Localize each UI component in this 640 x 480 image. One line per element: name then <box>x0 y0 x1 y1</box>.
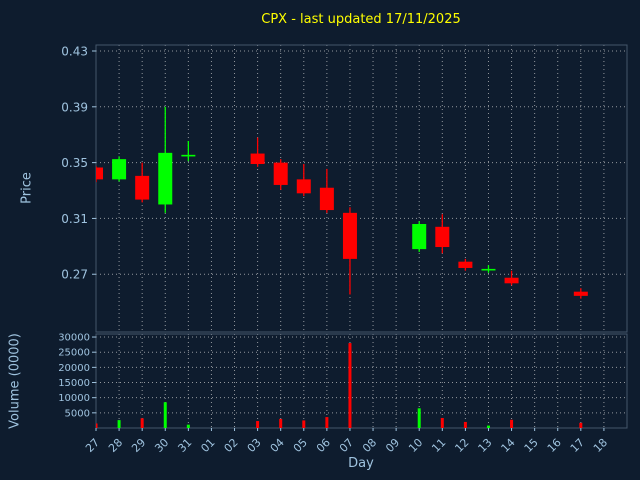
candlestick-series <box>96 106 588 299</box>
price-tick-label: 0.43 <box>61 44 88 58</box>
candle-body <box>435 226 450 248</box>
volume-bar <box>96 423 98 428</box>
volume-tick-label: 5000 <box>65 408 90 419</box>
volume-bar <box>463 421 467 428</box>
candle-body <box>504 277 519 284</box>
volume-series <box>96 343 583 428</box>
x-tick-label: 12 <box>452 436 471 455</box>
volume-bar <box>302 420 306 428</box>
volume-bar <box>163 402 167 428</box>
x-tick-label: 13 <box>476 436 495 455</box>
volume-bar <box>579 422 583 428</box>
x-tick-label: 28 <box>106 436 125 455</box>
candle-body <box>181 154 196 157</box>
candle-body <box>573 291 588 296</box>
x-tick-label: 17 <box>568 436 587 455</box>
x-tick-label: 07 <box>337 436 356 455</box>
volume-panel-frame <box>95 333 628 429</box>
price-tick-label: 0.27 <box>61 268 88 282</box>
grid-lines <box>95 45 627 428</box>
candle-body <box>273 162 288 185</box>
volume-axis-label: Volume (0000) <box>7 333 23 429</box>
candle-body <box>458 261 473 268</box>
x-tick-label: 16 <box>545 436 564 455</box>
x-tick-label: 08 <box>360 436 379 455</box>
price-tick-label: 0.31 <box>61 212 88 226</box>
volume-bar <box>510 419 514 428</box>
x-tick-label: 03 <box>245 436 264 455</box>
x-tick-label: 31 <box>175 436 194 455</box>
volume-bar <box>279 418 283 428</box>
axis-ticks: 0.43 0.39 0.35 0.31 0.27 30000 25000 20000 15000… <box>58 44 610 455</box>
x-tick-label: 10 <box>406 436 425 455</box>
volume-bar <box>348 343 352 428</box>
candle-body <box>250 153 265 165</box>
candle-body <box>158 152 173 205</box>
volume-bar <box>117 420 121 428</box>
volume-bar <box>186 424 190 428</box>
candle-body <box>481 268 496 271</box>
x-tick-label: 01 <box>198 436 217 455</box>
volume-tick-label: 30000 <box>58 333 90 344</box>
price-tick-label: 0.35 <box>61 156 88 170</box>
x-tick-label: 02 <box>222 436 241 455</box>
price-tick-label: 0.39 <box>61 100 88 114</box>
volume-bar <box>140 418 144 428</box>
x-tick-label: 30 <box>152 436 171 455</box>
candle-body <box>319 187 334 211</box>
volume-bar <box>325 417 329 428</box>
volume-bar <box>486 425 490 428</box>
volume-tick-label: 15000 <box>58 378 90 389</box>
candle-body <box>96 167 103 180</box>
volume-tick-label: 25000 <box>58 348 90 359</box>
candle-body <box>112 159 127 180</box>
x-tick-label: 29 <box>129 436 148 455</box>
candle-body <box>342 212 357 259</box>
x-tick-label: 15 <box>522 436 541 455</box>
volume-tick-label: 20000 <box>58 363 90 374</box>
candle-body <box>296 179 311 194</box>
x-tick-label: 11 <box>429 436 448 455</box>
candle-body <box>412 224 427 250</box>
price-panel-frame <box>95 44 628 333</box>
x-axis-label: Day <box>348 456 374 471</box>
x-tick-label: 09 <box>383 436 402 455</box>
volume-tick-label: 10000 <box>58 393 90 404</box>
x-tick-label: 06 <box>314 436 333 455</box>
volume-bar <box>256 421 260 428</box>
volume-bar <box>417 408 421 428</box>
chart-title: CPX - last updated 17/11/2025 <box>261 12 461 27</box>
candle-body <box>135 175 150 200</box>
price-axis-label: Price <box>19 172 35 204</box>
x-tick-label: 04 <box>268 436 287 455</box>
x-tick-label: 05 <box>291 436 310 455</box>
volume-bar <box>440 417 444 428</box>
x-tick-label: 14 <box>499 436 518 455</box>
x-tick-label: 18 <box>591 436 610 455</box>
x-tick-label: 27 <box>83 436 102 455</box>
